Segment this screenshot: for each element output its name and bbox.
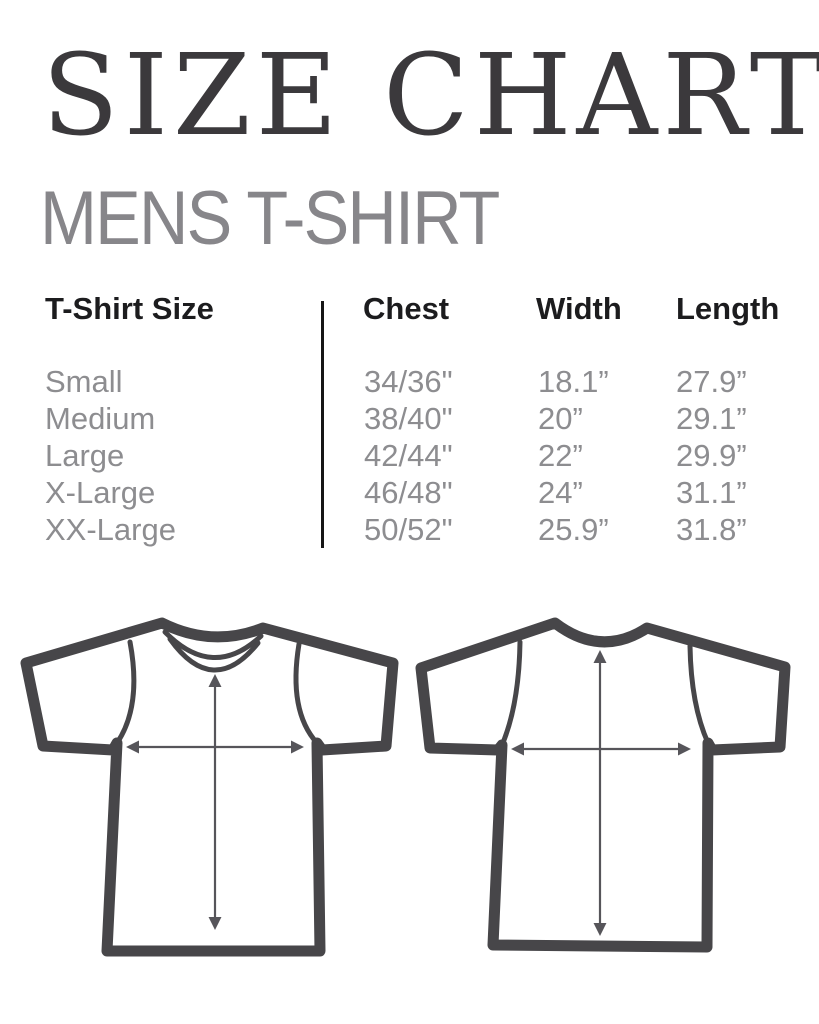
table-row: X-Large 46/48" 24” 31.1” (0, 475, 819, 512)
chest-value: 42/44" (364, 438, 453, 473)
chest-value: 50/52" (364, 512, 453, 547)
table-row: XX-Large 50/52" 25.9” 31.8” (0, 512, 819, 549)
collar-band-arc-1 (162, 629, 264, 660)
column-header-width: Width (536, 291, 622, 326)
width-value: 24” (538, 475, 583, 510)
width-value: 20” (538, 401, 583, 436)
armhole-seam-right (293, 641, 320, 746)
column-header-chest: Chest (363, 291, 450, 326)
chest-value: 46/48" (364, 475, 453, 510)
length-value: 29.9” (676, 438, 747, 473)
page-title: SIZE CHART (42, 31, 819, 161)
table-divider (321, 301, 324, 548)
length-value: 29.1” (676, 401, 747, 436)
tshirt-back-body-outline (415, 617, 791, 953)
length-value: 31.1” (676, 475, 747, 510)
length-value: 31.8” (676, 512, 747, 547)
tshirt-front-body-outline (20, 617, 399, 957)
table-row: Medium 38/40" 20” 29.1” (0, 401, 819, 438)
size-value: XX-Large (45, 512, 176, 547)
size-value: X-Large (45, 475, 156, 510)
width-value: 18.1” (538, 364, 609, 399)
size-table-header: T-Shirt Size Chest Width Length (0, 291, 819, 331)
chest-value: 34/36" (364, 364, 453, 399)
page-subtitle: MENS T-SHIRT (40, 176, 500, 261)
table-row: Small 34/36" 18.1” 27.9” (0, 364, 819, 401)
collar-band-arc-2 (167, 636, 261, 673)
chest-value: 38/40" (364, 401, 453, 436)
table-row: Large 42/44" 22” 29.9” (0, 438, 819, 475)
width-value: 22” (538, 438, 583, 473)
width-value: 25.9” (538, 512, 609, 547)
tshirt-back-icon (415, 617, 791, 953)
tshirt-front-icon (20, 617, 399, 957)
size-value: Large (45, 438, 125, 473)
armhole-seam-left (114, 639, 137, 746)
size-table-body: Small 34/36" 18.1” 27.9” Medium 38/40" 2… (0, 364, 819, 549)
armhole-seam-right (687, 643, 711, 746)
size-value: Medium (45, 401, 156, 436)
column-header-length: Length (676, 291, 780, 326)
column-header-size: T-Shirt Size (45, 291, 214, 326)
size-value: Small (45, 364, 123, 399)
armhole-seam-left (499, 639, 523, 748)
length-value: 27.9” (676, 364, 747, 399)
